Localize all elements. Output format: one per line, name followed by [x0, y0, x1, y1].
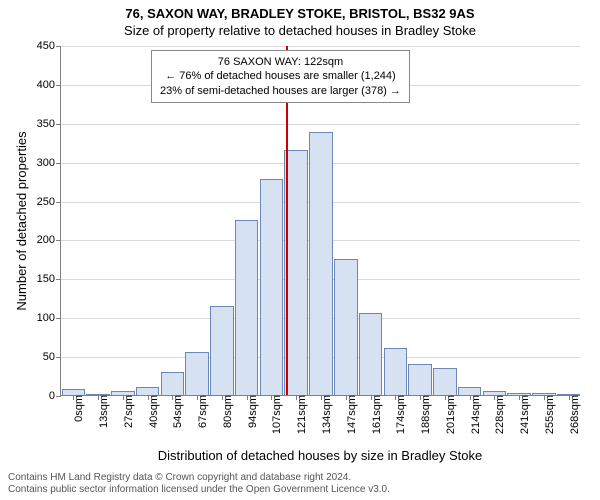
x-tick-label: 40sqm [146, 395, 160, 428]
x-tick-label: 228sqm [492, 395, 506, 434]
gridline [61, 46, 580, 47]
x-tick-label: 107sqm [269, 395, 283, 434]
footer-attribution: Contains HM Land Registry data © Crown c… [8, 472, 390, 496]
x-tick-label: 174sqm [393, 395, 407, 434]
histogram-bar [334, 259, 358, 395]
y-tick-label: 150 [37, 273, 61, 285]
y-tick-label: 400 [37, 79, 61, 91]
histogram-bar [185, 352, 209, 395]
x-tick-label: 201sqm [443, 395, 457, 434]
x-tick-label: 0sqm [71, 395, 85, 422]
y-axis-label: Number of detached properties [14, 46, 29, 396]
footer-line1: Contains HM Land Registry data © Crown c… [8, 472, 390, 484]
histogram-bar [408, 364, 432, 395]
x-tick-label: 67sqm [195, 395, 209, 428]
chart-title-main: 76, SAXON WAY, BRADLEY STOKE, BRISTOL, B… [0, 0, 600, 21]
y-tick-label: 250 [37, 196, 61, 208]
x-tick-label: 54sqm [170, 395, 184, 428]
histogram-bar [235, 220, 259, 395]
annotation-line1: 76 SAXON WAY: 122sqm [160, 55, 401, 69]
x-tick-label: 188sqm [418, 395, 432, 434]
histogram-bar [161, 372, 185, 395]
x-tick-label: 134sqm [319, 395, 333, 434]
x-tick-label: 214sqm [468, 395, 482, 434]
histogram-bar [384, 348, 408, 395]
chart-container: 76, SAXON WAY, BRADLEY STOKE, BRISTOL, B… [0, 0, 600, 500]
plot-area: 0501001502002503003504004500sqm13sqm27sq… [60, 46, 580, 396]
x-tick-label: 268sqm [567, 395, 581, 434]
y-tick-label: 50 [43, 351, 61, 363]
y-tick-label: 350 [37, 118, 61, 130]
histogram-bar [309, 132, 333, 395]
y-tick-label: 0 [49, 390, 61, 402]
y-tick-label: 450 [37, 40, 61, 52]
annotation-line2: ← 76% of detached houses are smaller (1,… [160, 69, 401, 83]
gridline [61, 124, 580, 125]
y-tick-label: 100 [37, 312, 61, 324]
annotation-box: 76 SAXON WAY: 122sqm← 76% of detached ho… [151, 50, 410, 103]
y-tick-label: 300 [37, 157, 61, 169]
x-tick-label: 27sqm [121, 395, 135, 428]
x-tick-label: 147sqm [344, 395, 358, 434]
x-tick-label: 161sqm [369, 395, 383, 434]
histogram-bar [136, 387, 160, 395]
x-tick-label: 80sqm [220, 395, 234, 428]
footer-line2: Contains public sector information licen… [8, 484, 390, 496]
chart-title-sub: Size of property relative to detached ho… [0, 21, 600, 38]
x-tick-label: 255sqm [542, 395, 556, 434]
annotation-line3: 23% of semi-detached houses are larger (… [160, 84, 401, 98]
x-axis-label: Distribution of detached houses by size … [60, 448, 580, 463]
histogram-bar [433, 368, 457, 395]
histogram-bar [359, 313, 383, 395]
histogram-bar [260, 179, 284, 395]
histogram-bar [210, 306, 234, 395]
y-tick-label: 200 [37, 234, 61, 246]
x-tick-label: 13sqm [96, 395, 110, 428]
x-tick-label: 241sqm [517, 395, 531, 434]
x-tick-label: 94sqm [245, 395, 259, 428]
histogram-bar [458, 387, 482, 395]
x-tick-label: 121sqm [294, 395, 308, 434]
